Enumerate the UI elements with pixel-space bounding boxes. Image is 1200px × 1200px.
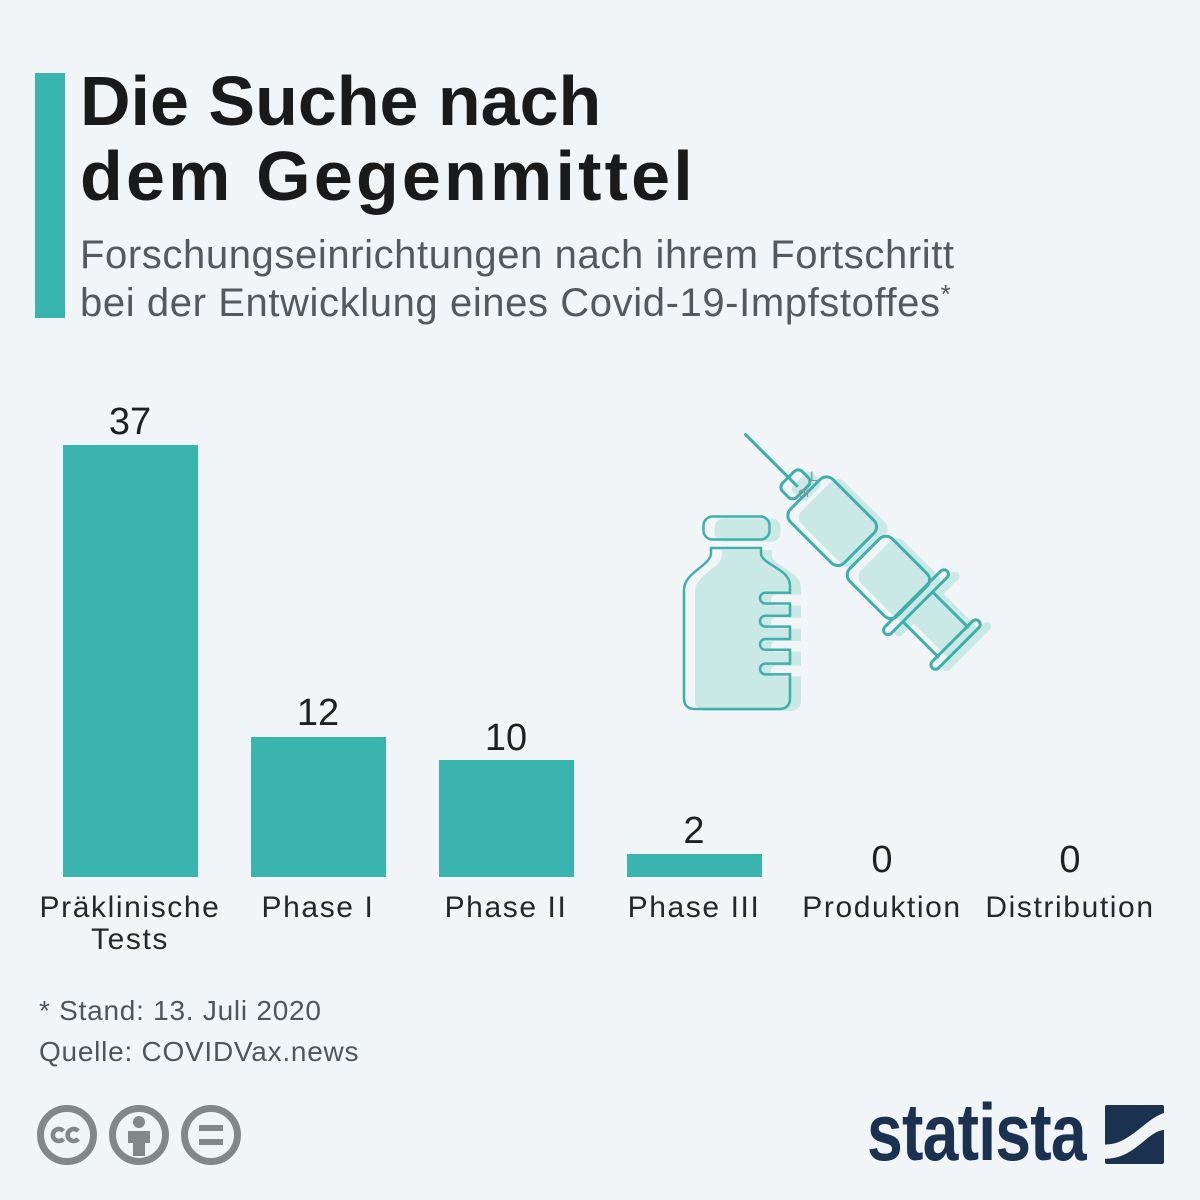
svg-text:L: L [810, 468, 818, 484]
svg-text:or: or [798, 484, 811, 500]
